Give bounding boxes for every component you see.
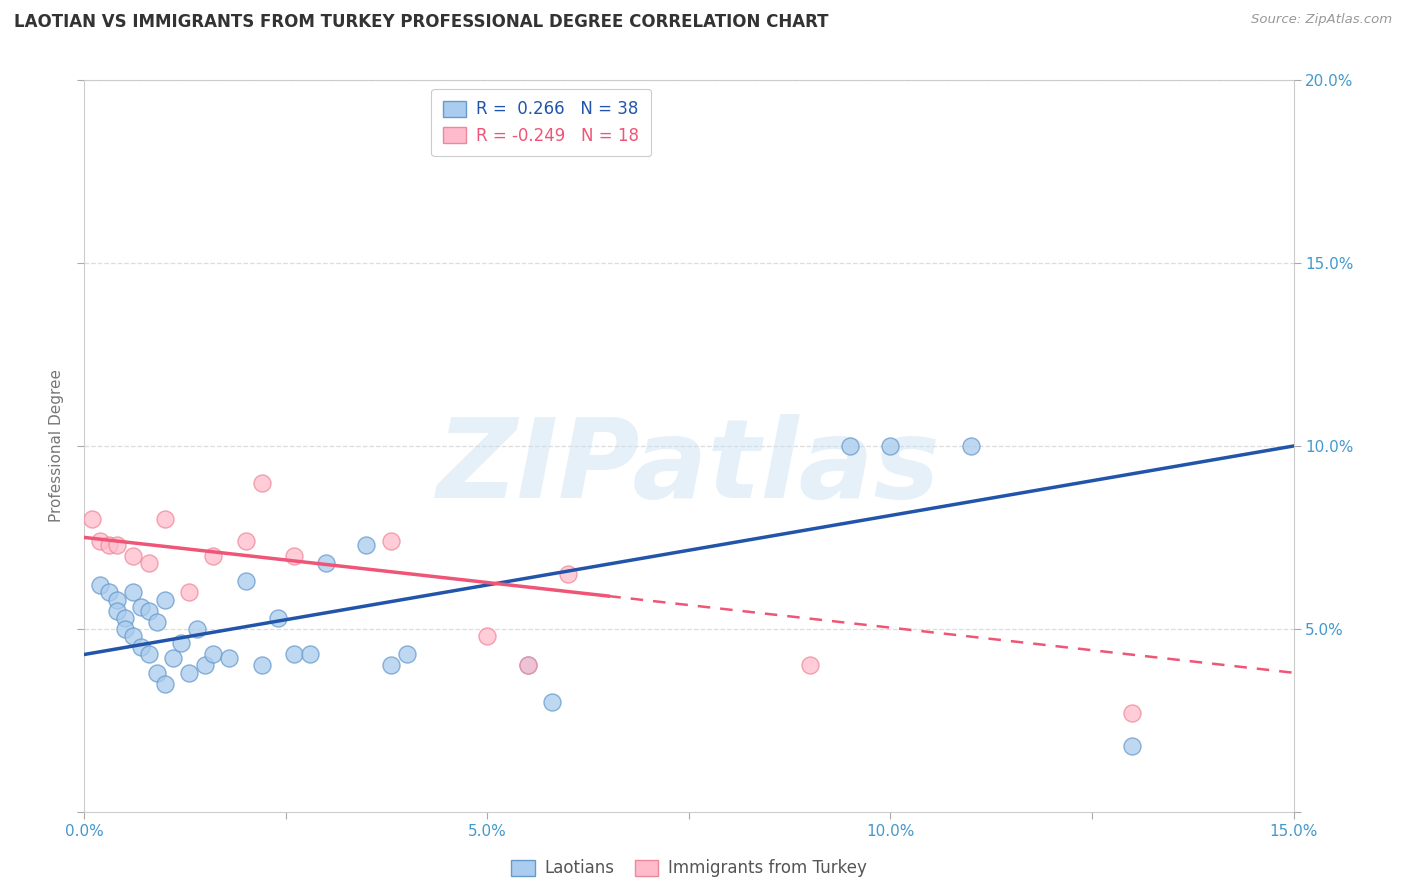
- Point: [97, 538, 120, 552]
- Point: [114, 611, 136, 625]
- Point: [267, 611, 290, 625]
- Point: [146, 665, 169, 680]
- Text: Source: ZipAtlas.com: Source: ZipAtlas.com: [1251, 13, 1392, 27]
- Point: [557, 567, 579, 582]
- Point: [138, 648, 160, 662]
- Point: [146, 615, 169, 629]
- Point: [202, 549, 225, 563]
- Point: [235, 534, 257, 549]
- Point: [105, 592, 128, 607]
- Text: LAOTIAN VS IMMIGRANTS FROM TURKEY PROFESSIONAL DEGREE CORRELATION CHART: LAOTIAN VS IMMIGRANTS FROM TURKEY PROFES…: [14, 13, 828, 31]
- Point: [839, 439, 862, 453]
- Point: [129, 640, 152, 655]
- Point: [218, 651, 240, 665]
- Point: [879, 439, 901, 453]
- Point: [89, 534, 111, 549]
- Point: [380, 658, 402, 673]
- Point: [179, 585, 201, 599]
- Point: [153, 592, 176, 607]
- Point: [121, 585, 143, 599]
- Point: [960, 439, 983, 453]
- Point: [138, 603, 160, 617]
- Point: [516, 658, 538, 673]
- Point: [315, 556, 337, 570]
- Point: [179, 665, 201, 680]
- Point: [194, 658, 217, 673]
- Point: [395, 648, 418, 662]
- Text: ZIPatlas: ZIPatlas: [437, 415, 941, 522]
- Point: [380, 534, 402, 549]
- Point: [121, 629, 143, 643]
- Point: [799, 658, 821, 673]
- Point: [250, 475, 273, 490]
- Point: [121, 549, 143, 563]
- Point: [299, 648, 322, 662]
- Point: [541, 695, 564, 709]
- Point: [114, 622, 136, 636]
- Point: [82, 512, 104, 526]
- Point: [162, 651, 184, 665]
- Point: [153, 512, 176, 526]
- Point: [153, 676, 176, 690]
- Point: [283, 549, 305, 563]
- Point: [250, 658, 273, 673]
- Point: [186, 622, 208, 636]
- Point: [516, 658, 538, 673]
- Point: [356, 538, 378, 552]
- Legend: Laotians, Immigrants from Turkey: Laotians, Immigrants from Turkey: [505, 853, 873, 884]
- Point: [235, 574, 257, 589]
- Point: [97, 585, 120, 599]
- Point: [477, 629, 499, 643]
- Y-axis label: Professional Degree: Professional Degree: [49, 369, 65, 523]
- Point: [170, 636, 193, 650]
- Point: [202, 648, 225, 662]
- Point: [1121, 706, 1143, 720]
- Point: [89, 578, 111, 592]
- Point: [129, 599, 152, 614]
- Point: [283, 648, 305, 662]
- Point: [105, 538, 128, 552]
- Point: [1121, 739, 1143, 753]
- Point: [138, 556, 160, 570]
- Point: [105, 603, 128, 617]
